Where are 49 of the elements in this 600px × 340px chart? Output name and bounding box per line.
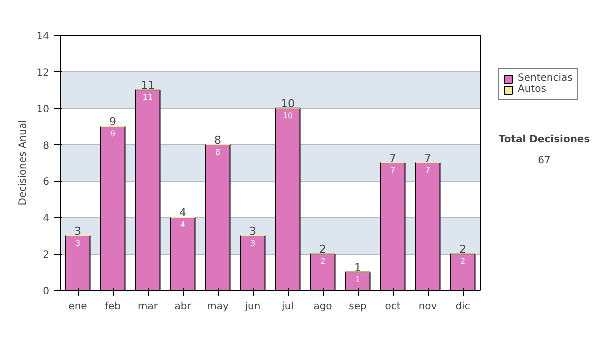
y-axis-title: Decisiones Anual [18,120,29,206]
total-label: 3 [74,224,82,238]
x-tick-label: feb [104,302,122,312]
total-label: 3 [250,224,256,238]
data-label: 10 [282,111,294,120]
total-label: 9 [110,116,116,129]
x-tick-label: ago [314,302,332,312]
total-label: 7 [424,152,432,165]
x-tick-label: may [207,302,229,312]
x-tick-label: abr [174,302,192,312]
x-tick-label: mar [138,302,159,312]
x-tick-label: jul [281,302,294,312]
data-label: 3 [75,238,81,248]
total-label: 11 [141,79,155,92]
legend-label: Autos [518,84,546,95]
x-tick-label: ene [68,302,88,312]
y-tick-label: 8 [43,140,50,152]
y-tick-label: 4 [43,214,50,225]
x-tick-label: sep [349,302,367,312]
total-label: 7 [390,152,396,165]
data-label: 2 [320,257,326,266]
data-label: 11 [142,93,154,102]
total-label: 2 [460,243,466,256]
total-label: 2 [320,243,326,256]
y-tick-label: 0 [43,286,50,298]
data-label: 7 [390,166,396,175]
total-label: 8 [214,134,222,147]
legend-label: Sentencias [518,73,573,84]
y-tick-label: 14 [36,32,50,42]
y-tick-label: 10 [36,104,50,116]
text: 67 [538,156,551,166]
total-label: 1 [354,261,362,274]
data-label: 9 [110,130,116,139]
y-tick-label: 12 [36,68,50,79]
x-tick-label: nov [418,302,438,312]
x-tick-label: oct [385,302,401,312]
data-label: 1 [355,275,361,284]
text: Total Decisiones [498,134,590,146]
data-label: 2 [460,257,466,266]
data-label: 4 [180,220,186,230]
data-label: 7 [425,166,431,175]
data-label: 8 [215,148,221,157]
x-tick-label: jun [244,302,261,312]
y-tick-label: 2 [43,250,50,262]
data-label: 3 [250,238,256,248]
x-tick-label: dic [456,302,470,312]
total-label: 10 [281,97,295,110]
y-tick-label: 6 [43,177,50,188]
total-label: 4 [180,206,186,220]
